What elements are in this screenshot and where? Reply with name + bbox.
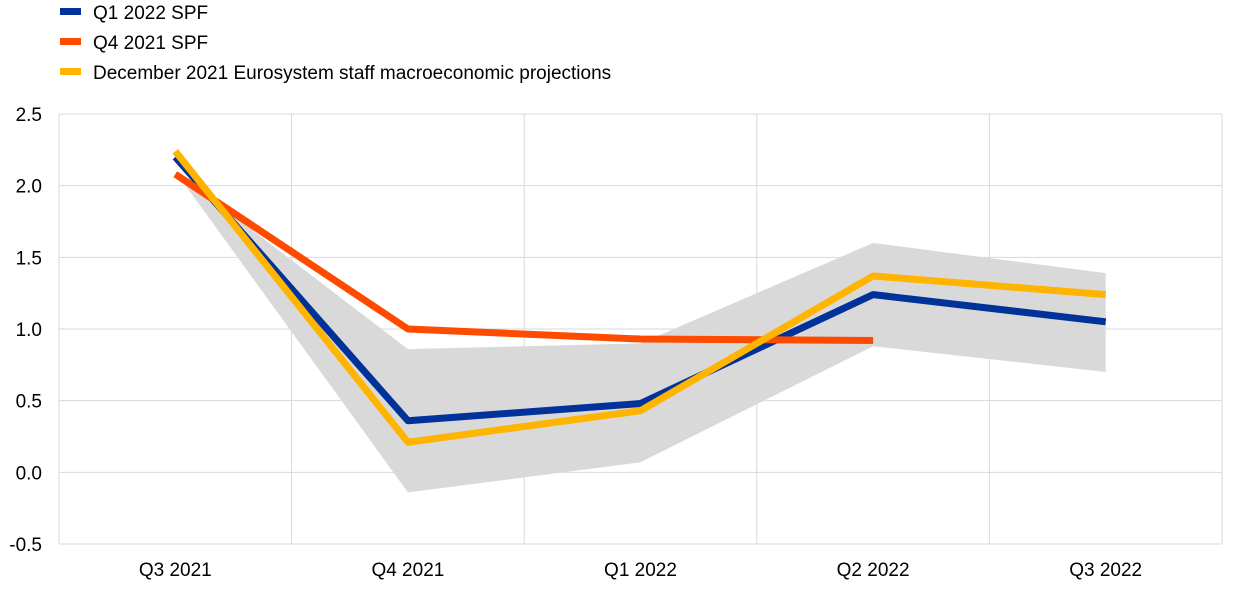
uncertainty-band	[175, 171, 1106, 493]
y-tick-label-0: -0.5	[9, 535, 42, 556]
y-tick-label-3: 1.0	[16, 320, 42, 341]
legend-label-q1-2022-spf: Q1 2022 SPF	[93, 3, 208, 24]
y-tick-label-4: 1.5	[16, 248, 42, 269]
x-tick-label-4: Q3 2022	[1069, 560, 1142, 581]
legend-item-q1-2022-spf: Q1 2022 SPF	[60, 3, 208, 24]
legend-label-q4-2021-spf: Q4 2021 SPF	[93, 33, 208, 54]
x-tick-label-2: Q1 2022	[604, 560, 677, 581]
series-line-0	[172, 154, 1107, 425]
y-tick-label-2: 0.5	[16, 392, 42, 413]
series-line-2	[172, 149, 1106, 446]
legend-item-december-2021-projections: December 2021 Eurosystem staff macroecon…	[60, 63, 611, 84]
y-tick-label-5: 2.0	[16, 177, 42, 198]
legend-swatch-q1-2022-spf	[60, 8, 81, 15]
y-tick-label-6: 2.5	[16, 105, 42, 126]
y-tick-label-1: 0.0	[16, 463, 42, 484]
legend-swatch-q4-2021-spf	[60, 38, 81, 45]
x-tick-label-1: Q4 2021	[371, 560, 444, 581]
legend-label-december-2021-projections: December 2021 Eurosystem staff macroecon…	[93, 63, 611, 84]
x-tick-label-0: Q3 2021	[139, 560, 212, 581]
legend-item-q4-2021-spf: Q4 2021 SPF	[60, 33, 208, 54]
legend-swatch-december-2021-projections	[60, 68, 81, 75]
plot-area: -0.5 0.0 0.5 1.0 1.5 2.0 2.5 Q3 2021 Q4 2021 Q1 2…	[9, 105, 1223, 581]
x-tick-label-3: Q2 2022	[837, 560, 910, 581]
legend: Q1 2022 SPF Q4 2021 SPF December 2021 Eu…	[60, 3, 611, 84]
